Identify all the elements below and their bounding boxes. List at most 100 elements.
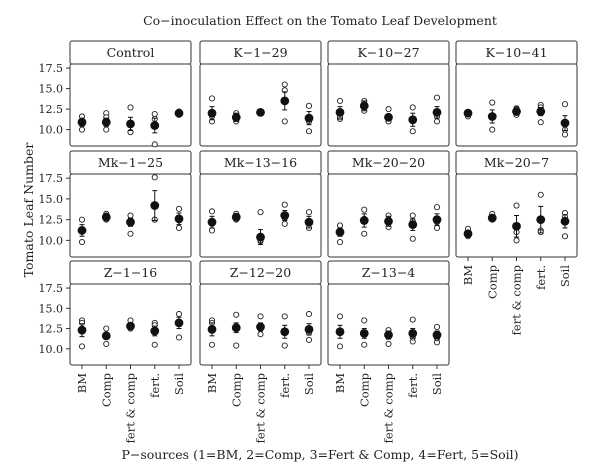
mean-point [101, 212, 111, 222]
raw-point [78, 343, 86, 350]
raw-point [127, 104, 134, 111]
mean-point [231, 212, 241, 222]
panel-frame [199, 173, 322, 258]
mean-point [304, 113, 314, 123]
raw-point [175, 310, 183, 318]
mean-point [174, 214, 184, 224]
raw-point [281, 220, 288, 227]
mean-point [359, 101, 369, 111]
mean-point [280, 327, 290, 337]
panel-frame [455, 63, 578, 147]
mean-point [408, 220, 418, 230]
panel-label: Z−13−4 [362, 265, 416, 280]
raw-point [78, 239, 86, 246]
mean-point [101, 331, 111, 341]
x-tick-label: Comp [229, 373, 243, 407]
mean-point [463, 108, 473, 118]
panel: Mk−13−16 [199, 150, 322, 258]
panel: Z−13−4 BM Comp fert & comp fert. Soil [327, 260, 450, 443]
panel-frame [327, 63, 450, 147]
panel-label: Mk−20−20 [352, 155, 425, 170]
mean-point [384, 330, 393, 340]
x-tick-label: Soil [430, 373, 444, 395]
mean-point [77, 226, 87, 235]
raw-point [305, 102, 313, 109]
y-tick-label: 12.5 [39, 103, 64, 116]
raw-point [103, 325, 110, 332]
raw-point [336, 313, 344, 320]
raw-point [433, 204, 441, 211]
x-tick-label: fert. [534, 265, 548, 290]
raw-point [561, 101, 569, 108]
panel: Mk−20−7 BM Comp fert & comp fert. Soil [455, 150, 578, 335]
raw-point [208, 227, 216, 234]
raw-point [433, 118, 441, 125]
mean-point [536, 107, 546, 116]
panel-label: K−10−41 [485, 45, 547, 60]
raw-point [208, 341, 216, 348]
mean-point [150, 326, 160, 336]
mean-point [432, 330, 442, 340]
raw-point [537, 119, 544, 126]
panel: Mk−1−25 10.0 12.5 15.0 17.5 [39, 150, 192, 258]
raw-point [489, 126, 496, 133]
raw-point [336, 239, 344, 246]
x-tick-label: BM [461, 265, 475, 285]
raw-point [281, 118, 288, 125]
panel-label: K−1−29 [233, 45, 287, 60]
mean-point [207, 217, 217, 227]
panel: Z−12−20 BM Comp fert & comp fert. Soil [199, 260, 322, 443]
panel-label: Mk−13−16 [224, 155, 297, 170]
mean-point [126, 321, 135, 331]
raw-point [433, 323, 441, 330]
raw-point [385, 340, 392, 347]
mean-point [174, 108, 184, 118]
panel: Control 10.0 12.5 15.0 17.5 [39, 40, 192, 148]
raw-point [208, 208, 216, 215]
x-tick-label: fert. [148, 373, 162, 398]
raw-point [127, 230, 134, 237]
raw-point [151, 174, 158, 181]
panel-label: Control [107, 45, 155, 60]
mean-point [150, 201, 160, 210]
raw-point [305, 336, 313, 343]
y-tick-label: 15.0 [39, 193, 64, 206]
mean-point [487, 213, 497, 223]
panels-layer: Control 10.0 12.5 15.0 17.5 K−1−29 K−10−27 K−10… [39, 40, 578, 443]
raw-point [361, 317, 368, 324]
panel-label: Mk−1−25 [98, 155, 163, 170]
raw-point [336, 343, 344, 350]
mean-point [536, 215, 546, 225]
raw-point [103, 340, 110, 347]
mean-point [359, 216, 369, 225]
y-tick-label: 15.0 [39, 302, 64, 315]
y-tick-label: 10.0 [39, 343, 64, 356]
mean-point [280, 211, 290, 220]
panel: K−10−41 [455, 40, 578, 147]
y-tick-label: 15.0 [39, 83, 64, 96]
mean-point [335, 107, 345, 117]
raw-point [233, 311, 240, 318]
raw-point [385, 106, 392, 113]
raw-point [409, 128, 416, 135]
x-tick-label: BM [75, 373, 89, 393]
mean-point [77, 325, 87, 335]
raw-point [78, 126, 86, 133]
x-tick-label: Comp [99, 373, 113, 407]
mean-point [77, 117, 87, 127]
x-tick-label: Soil [558, 265, 572, 287]
raw-point [281, 201, 288, 208]
panel-frame [327, 173, 450, 258]
y-tick-label: 12.5 [39, 323, 64, 336]
raw-point [409, 212, 416, 219]
panel-frame [327, 283, 450, 366]
raw-point [305, 128, 313, 135]
mean-point [335, 327, 345, 337]
mean-point [304, 324, 314, 334]
raw-point [175, 334, 183, 341]
panel-frame [69, 63, 192, 147]
mean-point [256, 322, 265, 332]
raw-point [361, 230, 368, 237]
mean-point [384, 112, 393, 122]
raw-point [257, 209, 264, 216]
